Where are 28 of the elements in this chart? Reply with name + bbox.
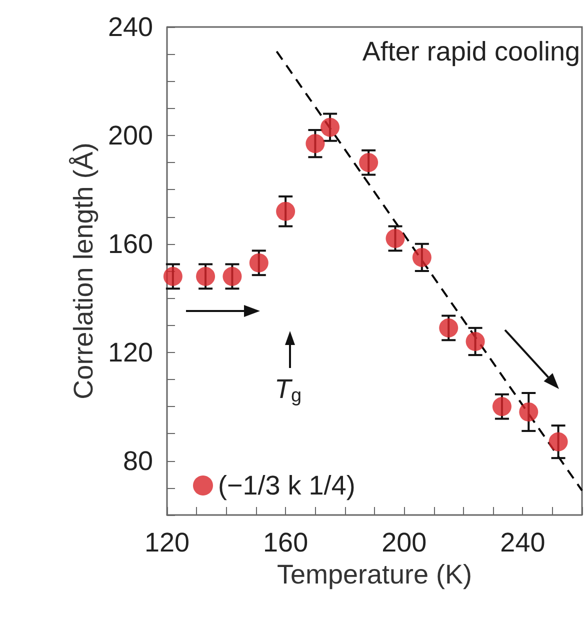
point [306,134,325,154]
point [386,228,405,248]
y-tick-label: 200 [108,120,153,150]
y-axis-title: Correlation length (Å) [68,142,99,400]
y-tick-label: 80 [122,446,153,476]
point [519,402,538,422]
point [222,266,242,286]
point [359,153,378,172]
annotation: After rapid cooling [362,36,580,66]
x-tick-label: 160 [263,528,308,558]
x-axis-title: Temperature (K) [276,559,472,590]
y-tick-label: 120 [108,337,153,368]
point [196,266,216,286]
point [276,202,296,221]
x-tick-label: 120 [144,528,190,558]
point [492,397,512,416]
point [412,248,432,267]
y-tick-label: 160 [108,228,153,259]
x-tick-label: 200 [382,528,427,558]
legend-label: (−1/3 k 1/4) [218,470,356,500]
point [249,253,268,272]
point [548,432,568,452]
point [466,332,485,351]
point [163,266,182,286]
point [439,318,458,338]
y-tick-label: 240 [108,12,153,42]
point [320,118,340,137]
x-tick-label: 240 [500,528,546,558]
